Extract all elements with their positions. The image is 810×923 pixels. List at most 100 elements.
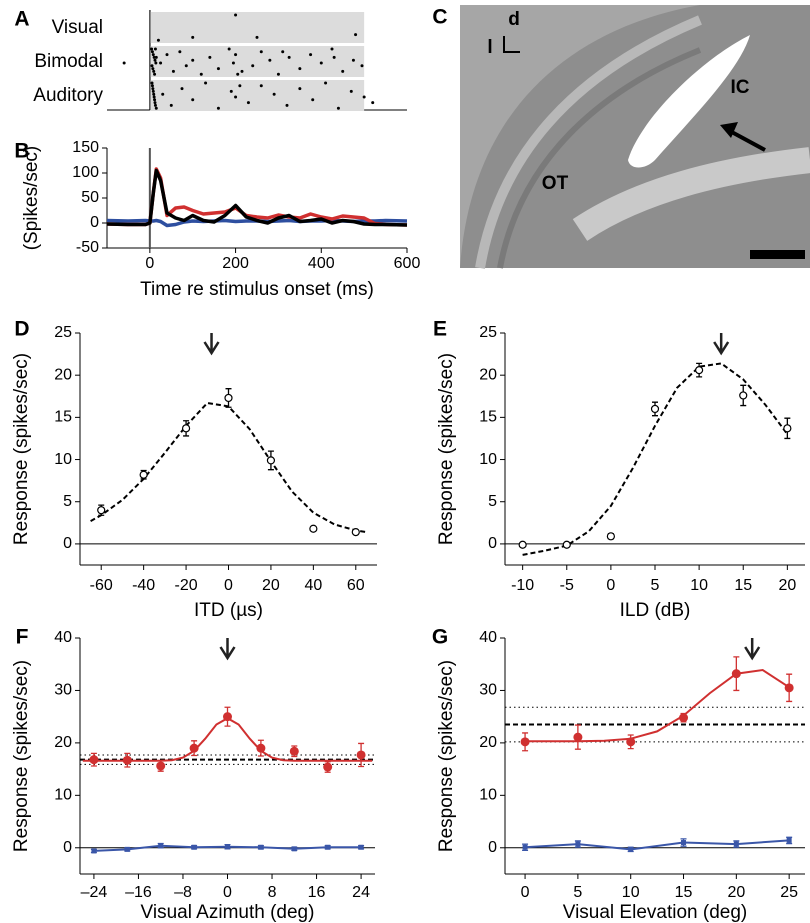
- orientation: [503, 36, 520, 53]
- point: [784, 683, 794, 693]
- spike: [152, 69, 156, 73]
- ventricle: [628, 35, 750, 168]
- x-tick-label: 15: [734, 577, 752, 594]
- spike: [251, 64, 255, 68]
- y-axis-label: (Spikes/sec): [21, 146, 42, 251]
- point: [739, 391, 748, 400]
- spike: [191, 98, 195, 102]
- y-axis-label: Response (spikes/sec): [11, 353, 32, 545]
- spike: [153, 103, 157, 107]
- y-axis-label: Response (spikes/sec): [436, 353, 457, 545]
- y-tick-label: 100: [72, 164, 99, 181]
- x-tick-label: 25: [780, 884, 798, 901]
- fit-line: [90, 401, 367, 534]
- x-tick-label: 0: [145, 255, 154, 272]
- fit-line: [522, 362, 789, 556]
- spike: [165, 53, 169, 57]
- y-tick-label: 40: [54, 629, 72, 646]
- spike: [122, 61, 126, 65]
- y-tick-label: 20: [54, 734, 72, 751]
- spike: [171, 69, 175, 73]
- y-tick-label: 20: [54, 366, 72, 383]
- x-tick-label: 15: [675, 884, 693, 901]
- x-tick-label: 40: [304, 577, 322, 594]
- point: [266, 456, 276, 465]
- spike: [169, 103, 173, 107]
- spike: [236, 72, 240, 76]
- fit-line: [525, 668, 790, 743]
- y-tick-label: 10: [479, 451, 497, 468]
- histology: [460, 5, 810, 269]
- spike: [336, 106, 340, 110]
- x-axis-label: Visual Elevation (deg): [563, 902, 747, 923]
- point: [695, 366, 704, 375]
- stimulus-band: [149, 46, 365, 77]
- point: [323, 762, 333, 772]
- spike: [246, 101, 250, 105]
- spike: [371, 101, 375, 105]
- spike: [150, 81, 154, 85]
- spike: [161, 92, 165, 96]
- x-tick-label: 20: [778, 577, 796, 594]
- layer: [497, 47, 702, 269]
- point: [224, 393, 233, 403]
- point: [291, 846, 297, 852]
- spike: [216, 106, 220, 110]
- point: [628, 846, 634, 852]
- x-tick-label: 0: [224, 577, 233, 594]
- spike: [152, 92, 156, 96]
- point: [189, 743, 199, 753]
- peak-arrow: [744, 638, 761, 661]
- spike: [349, 89, 353, 93]
- x-tick-label: 16: [308, 884, 326, 901]
- point: [122, 755, 132, 765]
- spike: [150, 50, 154, 54]
- fiber-tract: [572, 147, 810, 241]
- spike: [324, 81, 328, 85]
- x-tick-label: -60: [90, 577, 113, 594]
- spike: [362, 95, 366, 99]
- y-tick-label: 15: [54, 409, 72, 426]
- x-tick-label: -20: [175, 577, 198, 594]
- point: [626, 737, 636, 747]
- y-tick-label: 0: [488, 839, 497, 856]
- point: [731, 669, 741, 679]
- spike: [268, 58, 272, 62]
- spike: [178, 50, 182, 54]
- spike: [153, 101, 157, 105]
- panel-letter: B: [14, 140, 29, 163]
- point: [158, 843, 164, 849]
- spike: [152, 95, 156, 99]
- spike: [311, 98, 315, 102]
- x-tick-label: 0: [521, 884, 530, 901]
- spike: [151, 89, 155, 93]
- row-label: Visual: [52, 17, 103, 38]
- x-tick-label: -40: [132, 577, 155, 594]
- x-tick-label: -5: [560, 577, 574, 594]
- spike: [259, 50, 263, 54]
- spike: [285, 103, 289, 107]
- spike: [191, 35, 195, 39]
- x-tick-label: 20: [262, 577, 280, 594]
- point: [681, 840, 687, 846]
- spike: [184, 64, 188, 68]
- spike: [153, 47, 157, 51]
- x-tick-label: 400: [308, 255, 335, 272]
- x-tick-label: –24: [81, 884, 108, 901]
- x-tick-label: -10: [511, 577, 534, 594]
- peak-arrow: [203, 333, 220, 356]
- point: [351, 527, 360, 537]
- x-tick-label: –16: [125, 884, 152, 901]
- y-axis-label: Response (spikes/sec): [436, 660, 457, 852]
- data-line: [525, 839, 790, 851]
- y-tick-label: 25: [54, 324, 72, 341]
- spike: [240, 69, 244, 73]
- x-tick-label: –8: [174, 884, 192, 901]
- spike: [332, 55, 336, 59]
- spike: [208, 55, 212, 59]
- panel-letter: C: [432, 6, 447, 29]
- spike: [360, 64, 364, 68]
- y-axis-label: Response (spikes/sec): [11, 660, 32, 852]
- spike: [159, 61, 163, 65]
